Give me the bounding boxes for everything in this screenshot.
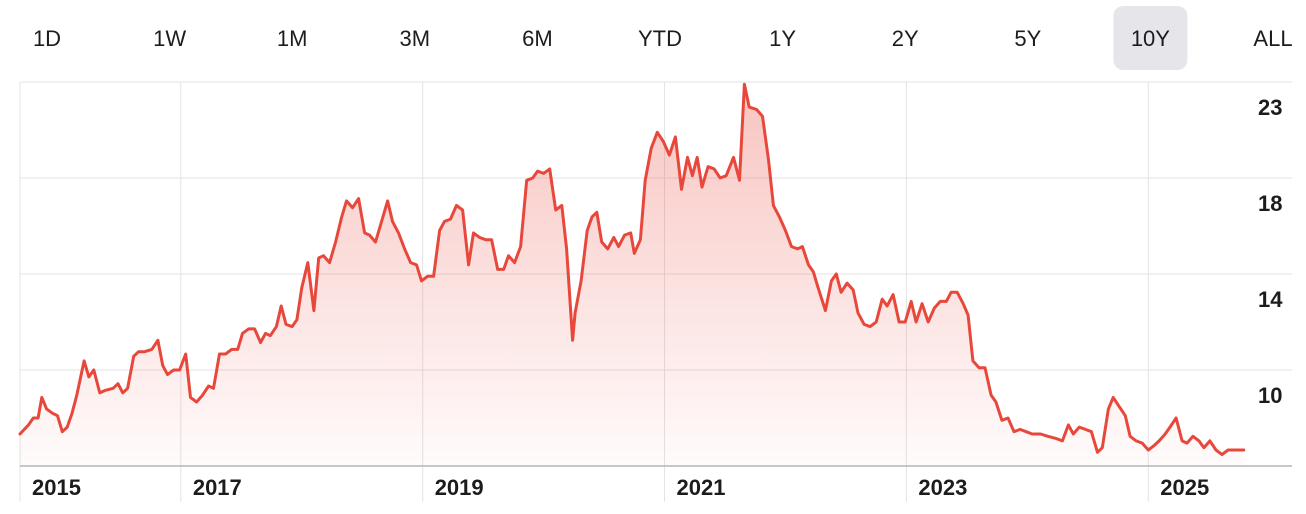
range-button-label: 1D xyxy=(33,26,61,51)
range-button-label: 1M xyxy=(277,26,308,51)
x-tick-label: 2021 xyxy=(677,475,726,500)
range-button-label: 3M xyxy=(400,26,431,51)
range-button-label: 2Y xyxy=(892,26,919,51)
y-tick-label: 23 xyxy=(1258,95,1282,120)
range-button-label: 10Y xyxy=(1131,26,1170,51)
y-tick-label: 14 xyxy=(1258,287,1283,312)
range-button[interactable]: 2Y xyxy=(892,26,919,51)
range-button-label: 1W xyxy=(153,26,186,51)
range-button[interactable]: 1D xyxy=(33,26,61,51)
range-button-label: YTD xyxy=(638,26,682,51)
range-button[interactable]: 1M xyxy=(277,26,308,51)
range-button[interactable]: 3M xyxy=(400,26,431,51)
range-button[interactable]: ALL xyxy=(1253,26,1292,51)
range-button-label: 5Y xyxy=(1014,26,1041,51)
range-button-label: 1Y xyxy=(769,26,796,51)
range-button[interactable]: YTD xyxy=(638,26,682,51)
x-tick-label: 2019 xyxy=(435,475,484,500)
area-fill xyxy=(20,84,1244,467)
x-tick-label: 2023 xyxy=(918,475,967,500)
x-tick-label: 2025 xyxy=(1160,475,1209,500)
price-line xyxy=(18,82,1246,457)
y-tick-label: 18 xyxy=(1258,191,1282,216)
axis-labels: 10 14 18 23 2015 2017 2019 2021 2023 2025 xyxy=(32,95,1283,500)
range-button[interactable]: 1W xyxy=(153,26,186,51)
plot xyxy=(18,82,1246,467)
range-button-label: 6M xyxy=(522,26,553,51)
x-tick-label: 2015 xyxy=(32,475,81,500)
range-button-highlight xyxy=(1113,6,1188,70)
range-button[interactable]: 1Y xyxy=(769,26,796,51)
range-button[interactable]: 5Y xyxy=(1014,26,1041,51)
y-tick-label: 10 xyxy=(1258,383,1282,408)
x-tick-label: 2017 xyxy=(193,475,242,500)
range-button-label: ALL xyxy=(1253,26,1292,51)
range-button[interactable]: 6M xyxy=(522,26,553,51)
range-selector: 1D 1W 1M 3M 6M YTD 1Y 2Y 5Y 10Y ALL xyxy=(33,6,1293,70)
range-button[interactable]: 10Y xyxy=(1113,6,1188,70)
